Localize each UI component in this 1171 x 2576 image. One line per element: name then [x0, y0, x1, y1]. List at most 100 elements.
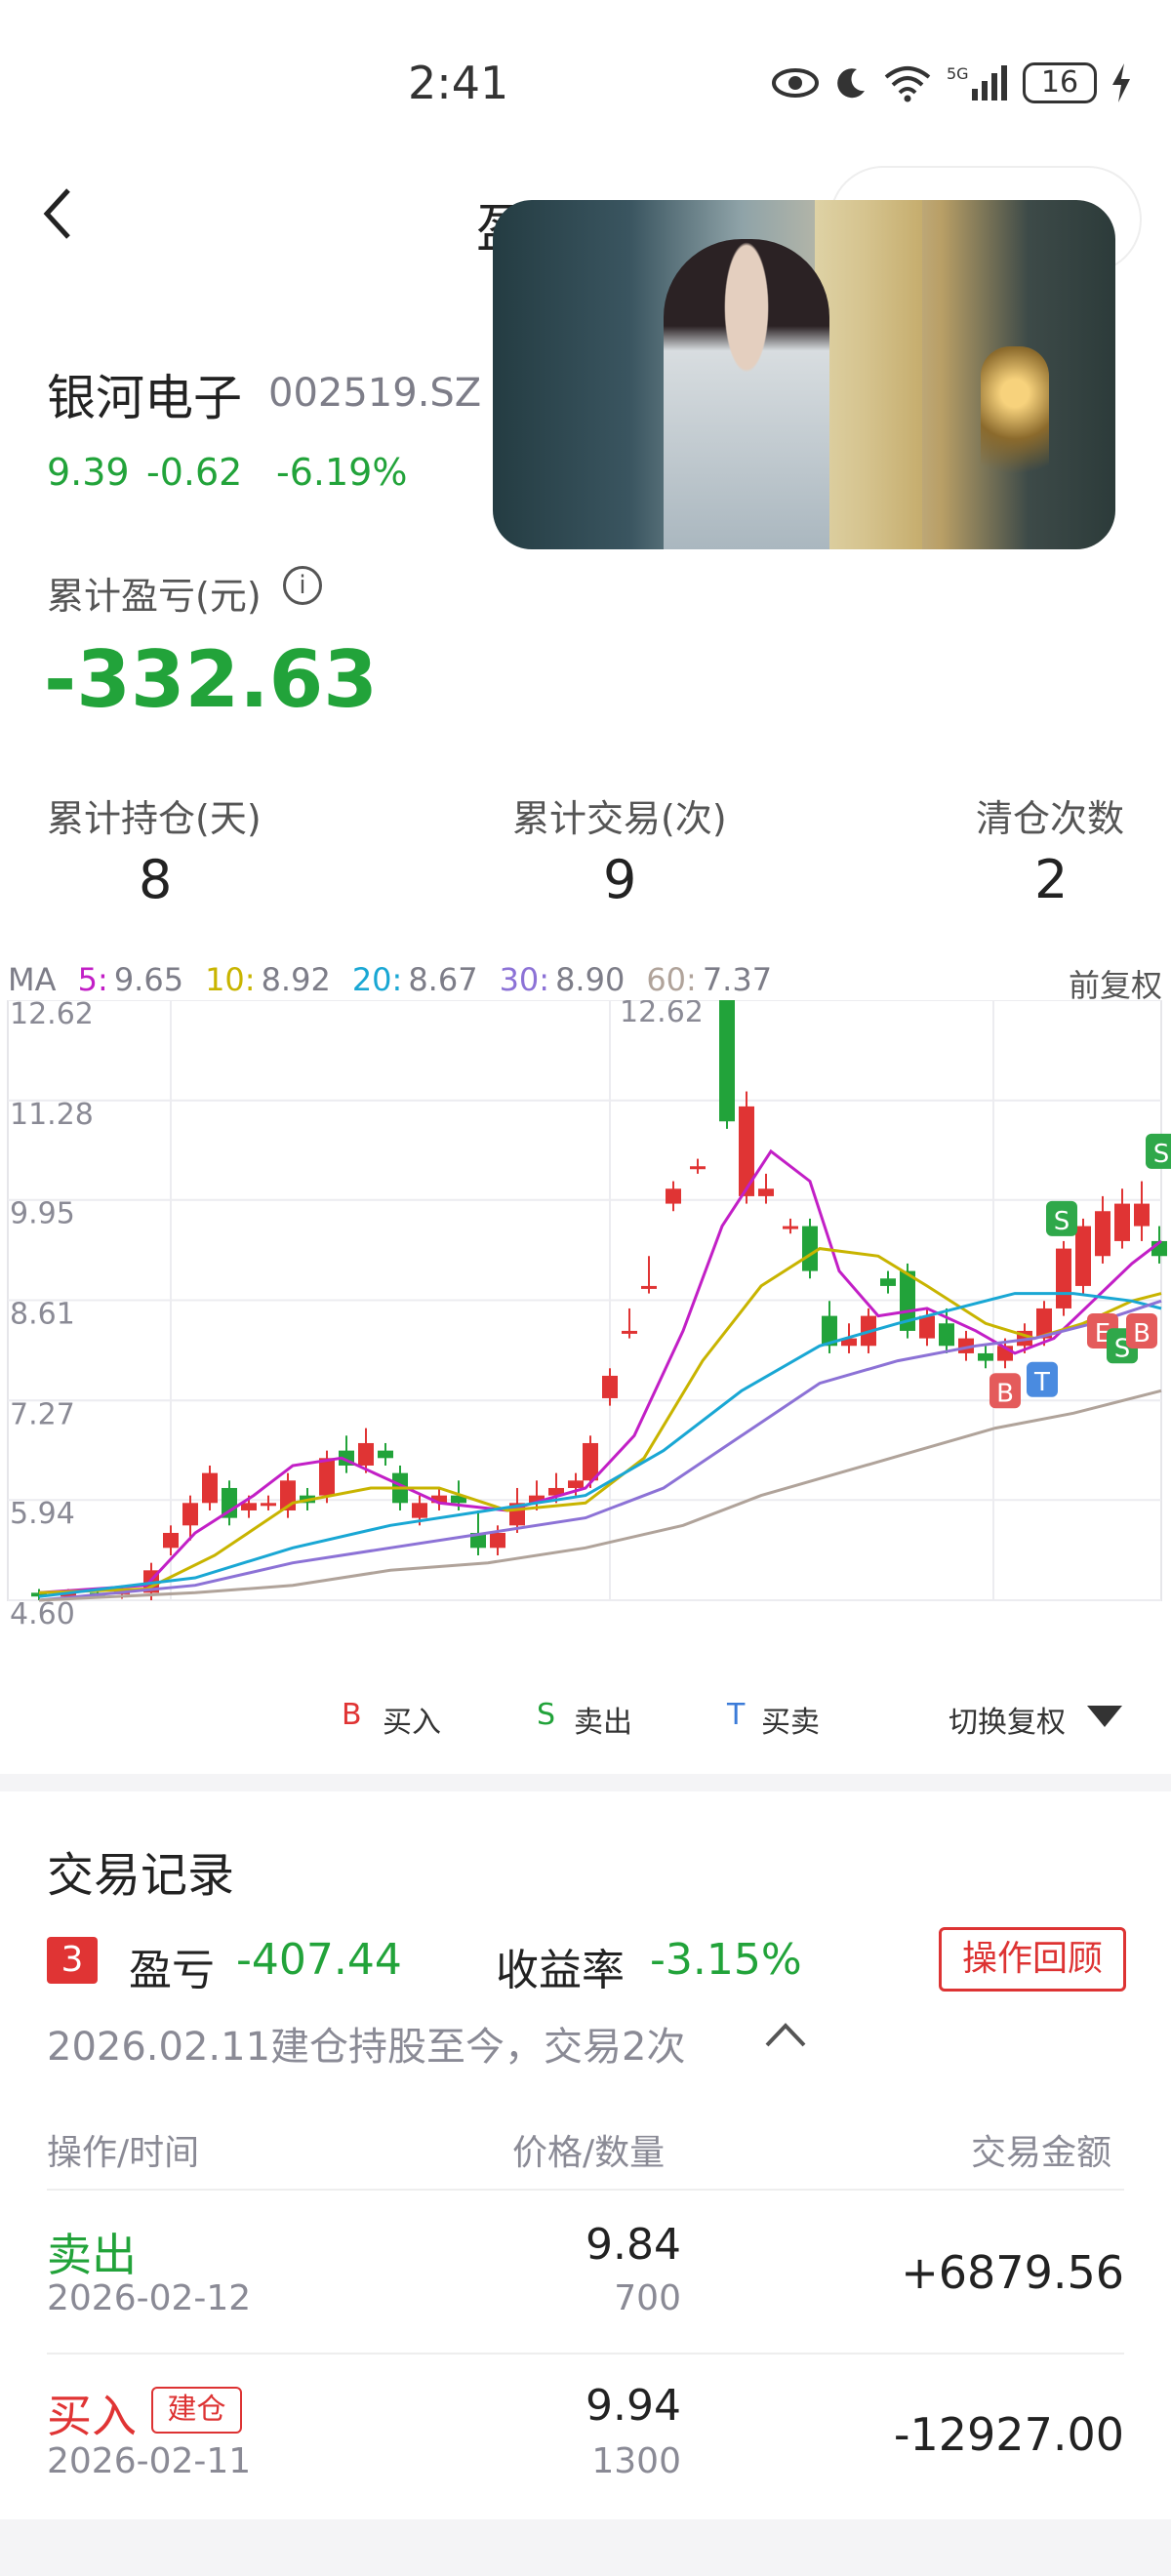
section-divider — [0, 1774, 1171, 1791]
candle-body — [490, 1532, 505, 1549]
candle-body — [690, 1166, 706, 1170]
x-tick-label: 2026-01 — [548, 1621, 670, 1625]
back-button[interactable] — [39, 181, 98, 259]
y-tick-label: 11.28 — [10, 1098, 94, 1132]
trade-price: 9.94 — [586, 2381, 681, 2431]
candle-body — [451, 1495, 466, 1504]
video-lamp — [981, 346, 1049, 503]
ma-value: 9.65 — [113, 961, 184, 998]
trade-type: 买入 — [47, 2390, 137, 2442]
row-divider — [47, 2353, 1124, 2355]
ma-legend: MA 5: 9.65 10: 8.92 20: 8.67 30: 8.90 60: 7.37 — [8, 961, 772, 998]
ma-key: 20: — [351, 961, 403, 998]
legend-trade-key: T — [727, 1698, 746, 1732]
status-icons: 5G 16 — [771, 59, 1132, 107]
candle-body — [666, 1188, 681, 1204]
review-button[interactable]: 操作回顾 — [939, 1927, 1126, 1992]
candle-body — [261, 1503, 276, 1507]
candle-body — [470, 1532, 486, 1549]
candle-body — [163, 1532, 179, 1549]
video-person — [664, 239, 829, 549]
y-tick-label: 12.62 — [10, 1000, 94, 1031]
candle-body — [841, 1338, 857, 1347]
stock-code: 002519.SZ — [268, 371, 482, 416]
candle-body — [222, 1487, 237, 1518]
candle-body — [358, 1442, 374, 1466]
battery-icon: 16 — [1023, 62, 1097, 103]
legend-buy-label: 买入 — [383, 1706, 441, 1740]
candle-body — [61, 1592, 76, 1597]
ma-key: 10: — [205, 961, 256, 998]
ma-prefix: MA — [8, 961, 57, 998]
floating-video-player[interactable] — [493, 200, 1115, 549]
ma-value: 8.90 — [555, 961, 626, 998]
row-divider — [47, 2189, 1124, 2191]
charging-icon — [1112, 63, 1130, 102]
trade-marker — [1027, 1361, 1058, 1397]
record-summary: 2026.02.11建仓持股至今，交易2次 — [47, 2025, 686, 2070]
trade-amount: -12927.00 — [893, 2408, 1124, 2461]
candle-body — [1075, 1226, 1091, 1286]
trade-amount: +6879.56 — [901, 2246, 1124, 2299]
trade-marker-label: B — [1133, 1319, 1151, 1348]
x-tick-label: 2026-02 — [932, 1621, 1054, 1625]
candle-body — [431, 1495, 447, 1504]
record-pl-value: -407.44 — [236, 1935, 402, 1985]
candle-body — [822, 1315, 837, 1347]
trade-qty: 700 — [614, 2278, 681, 2318]
record-index-badge: 3 — [47, 1937, 98, 1984]
max-price-label: 12.62 — [620, 1000, 704, 1029]
candle-body — [583, 1442, 598, 1481]
candle-body — [1036, 1308, 1052, 1339]
candle-body — [529, 1495, 545, 1504]
chevron-up-icon[interactable] — [761, 2010, 810, 2059]
adjust-mode-label[interactable]: 前复权 — [1069, 967, 1163, 1004]
trade-date: 2026-02-11 — [47, 2441, 252, 2481]
svg-text:5G: 5G — [947, 64, 969, 83]
stock-price: 9.39 — [47, 451, 130, 494]
candle-body — [602, 1375, 618, 1398]
trade-marker-label: S — [1054, 1207, 1070, 1236]
candle-body — [31, 1592, 47, 1597]
stat-hold-days-value: 8 — [139, 849, 173, 910]
record-pl-label: 盈亏 — [129, 1946, 215, 1995]
ma-key: 60: — [646, 961, 697, 998]
stock-name: 银河电子 — [47, 370, 242, 426]
candle-body — [182, 1503, 198, 1526]
column-amount: 交易金额 — [971, 2133, 1112, 2173]
stock-change-pct: -6.19% — [276, 451, 408, 494]
candle-body — [719, 1000, 735, 1122]
status-time: 2:41 — [408, 57, 509, 109]
cum-pl-value: -332.63 — [44, 634, 378, 725]
trade-type: 卖出 — [47, 2229, 137, 2281]
kline-chart[interactable]: 12.62 11.28 9.95 8.61 7.27 5.94 4.60 2025-12 202… — [0, 1000, 1171, 1625]
stat-trades-value: 9 — [603, 849, 637, 910]
candle-body — [978, 1352, 993, 1361]
ma-line — [38, 1148, 1162, 1594]
trade-marker — [1046, 1200, 1077, 1236]
y-tick-label: 8.61 — [10, 1298, 75, 1332]
trade-date: 2026-02-12 — [47, 2278, 252, 2318]
candle-body — [641, 1285, 657, 1289]
switch-adjust-button[interactable]: 切换复权 — [949, 1706, 1066, 1740]
trade-marker-label: S — [1153, 1140, 1170, 1169]
legend-sell-label: 卖出 — [574, 1706, 632, 1740]
candle-body — [412, 1503, 427, 1518]
trade-marker-label: B — [996, 1379, 1014, 1408]
ma-key: 30: — [499, 961, 550, 998]
chart-legend: B 买入 S 卖出 T 买卖 切换复权 — [342, 1698, 1142, 1747]
stat-clear-label: 清仓次数 — [976, 797, 1125, 840]
ma-value: 8.67 — [408, 961, 478, 998]
legend-buy-key: B — [342, 1698, 362, 1732]
candle-body — [319, 1458, 335, 1496]
legend-sell-key: S — [537, 1698, 556, 1732]
trade-price: 9.84 — [586, 2220, 681, 2270]
ma-value: 7.37 — [702, 961, 773, 998]
candle-body — [568, 1480, 584, 1488]
triangle-down-icon[interactable] — [1085, 1704, 1124, 1729]
info-icon[interactable]: i — [283, 566, 322, 605]
candle-body — [939, 1323, 954, 1347]
ma-line — [38, 1292, 1162, 1598]
open-position-tag: 建仓 — [151, 2387, 242, 2434]
candle-body — [548, 1487, 564, 1496]
